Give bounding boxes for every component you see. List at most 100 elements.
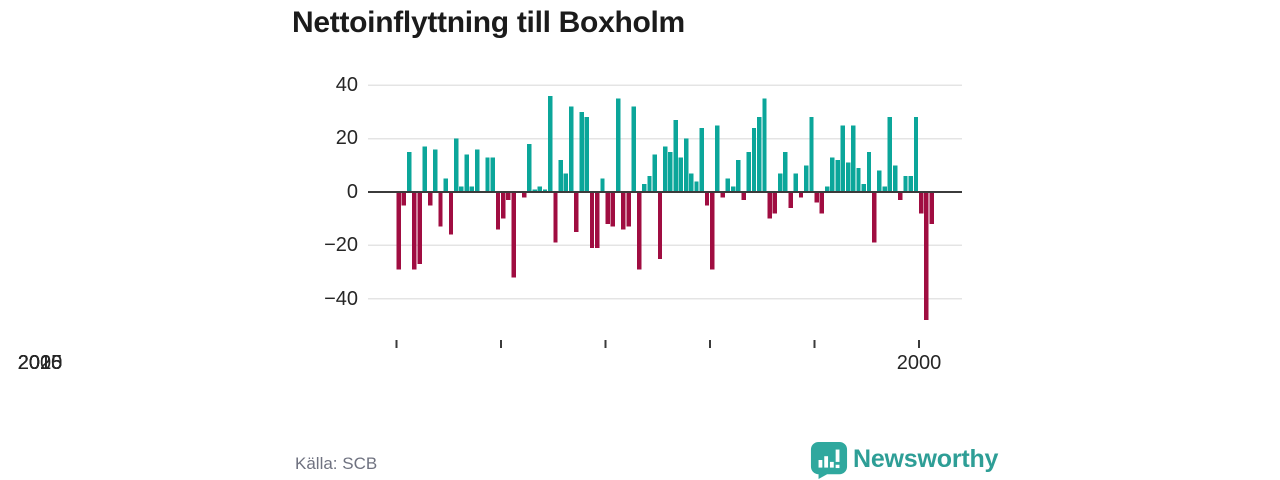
bar-2022Q3 bbox=[866, 151, 872, 192]
y-tick-label: −40 bbox=[324, 288, 358, 310]
bar-2022Q4 bbox=[871, 192, 877, 243]
bar-2025Q3 bbox=[929, 192, 934, 225]
bar-2009Q2 bbox=[589, 192, 595, 249]
bar-2006Q2 bbox=[527, 143, 532, 192]
bar-2014Q4 bbox=[704, 192, 710, 206]
bar-2024Q1 bbox=[898, 192, 903, 201]
bar-2000Q1 bbox=[396, 192, 401, 270]
bar-2008Q3 bbox=[574, 192, 579, 233]
bar-2020Q3 bbox=[824, 186, 830, 192]
newsworthy-bubble-chart-icon bbox=[810, 441, 848, 479]
bar-2010Q3 bbox=[615, 98, 621, 192]
bar-2013Q2 bbox=[673, 119, 678, 192]
bar-2002Q1 bbox=[438, 192, 443, 227]
bar-2010Q4 bbox=[621, 192, 626, 230]
bar-2000Q2 bbox=[401, 192, 407, 206]
bar-2025Q2 bbox=[924, 192, 929, 321]
x-tick-label: 2010 bbox=[17, 352, 63, 374]
bar-2016Q2 bbox=[736, 159, 741, 192]
bar-2005Q1 bbox=[501, 192, 506, 219]
bar-2003Q4 bbox=[474, 149, 480, 192]
bar-2015Q4 bbox=[725, 178, 731, 192]
bar-2019Q4 bbox=[809, 117, 814, 192]
bar-2003Q1 bbox=[459, 186, 464, 192]
bar-2020Q2 bbox=[819, 192, 825, 214]
bar-2007Q1 bbox=[542, 189, 548, 192]
bar-2003Q2 bbox=[464, 154, 469, 192]
bar-2005Q2 bbox=[506, 192, 511, 201]
bar-2011Q2 bbox=[631, 106, 637, 192]
bar-2000Q4 bbox=[412, 192, 417, 270]
bar-2009Q3 bbox=[595, 192, 600, 249]
bar-2008Q4 bbox=[579, 111, 584, 192]
bar-2008Q1 bbox=[563, 173, 569, 192]
y-tick-label: 40 bbox=[335, 74, 358, 96]
bar-2014Q2 bbox=[694, 181, 699, 192]
bar-2007Q4 bbox=[558, 159, 563, 192]
bar-2012Q4 bbox=[662, 146, 668, 192]
bar-2006Q3 bbox=[532, 189, 537, 192]
bar-2009Q1 bbox=[584, 117, 589, 192]
bar-2003Q3 bbox=[469, 186, 475, 192]
brand-wordmark: Newsworthy bbox=[853, 445, 999, 473]
bar-2017Q2 bbox=[757, 117, 762, 192]
bar-2017Q4 bbox=[767, 192, 772, 219]
y-tick-label: 0 bbox=[346, 181, 358, 203]
bar-2021Q2 bbox=[840, 125, 846, 192]
bar-2021Q4 bbox=[851, 125, 856, 192]
bar-2020Q1 bbox=[814, 192, 819, 203]
bar-2011Q1 bbox=[626, 192, 631, 227]
bar-2023Q1 bbox=[877, 170, 882, 192]
bar-2013Q4 bbox=[683, 138, 689, 192]
bar-2019Q1 bbox=[793, 173, 798, 192]
bar-2021Q1 bbox=[835, 159, 840, 192]
bar-2018Q3 bbox=[783, 151, 788, 192]
y-tick-label: −20 bbox=[324, 234, 358, 256]
bar-2020Q4 bbox=[830, 157, 835, 192]
bar-2011Q4 bbox=[642, 183, 647, 192]
chart-title: Nettoinflyttning till Boxholm bbox=[292, 6, 685, 39]
bar-2023Q2 bbox=[882, 186, 887, 192]
bar-2023Q4 bbox=[892, 165, 898, 192]
bar-2005Q3 bbox=[511, 192, 516, 278]
x-tick-label: 2025 bbox=[17, 352, 63, 374]
bar-2010Q1 bbox=[605, 192, 610, 225]
bar-2007Q3 bbox=[553, 192, 558, 243]
bar-2018Q2 bbox=[777, 173, 783, 192]
bar-2016Q1 bbox=[730, 186, 736, 192]
bar-2013Q1 bbox=[668, 151, 673, 192]
bar-2001Q2 bbox=[422, 146, 428, 192]
bar-2001Q3 bbox=[427, 192, 433, 206]
bar-2012Q3 bbox=[657, 192, 663, 259]
bar-2009Q4 bbox=[600, 178, 605, 192]
source-label: Källa: SCB bbox=[295, 454, 378, 473]
bar-2007Q2 bbox=[548, 95, 553, 192]
bar-2001Q1 bbox=[417, 192, 422, 265]
bar-2022Q1 bbox=[856, 167, 861, 192]
bar-2004Q3 bbox=[490, 157, 495, 192]
bar-2002Q3 bbox=[448, 192, 454, 235]
bar-2019Q3 bbox=[804, 165, 809, 192]
bar-2012Q2 bbox=[652, 154, 657, 192]
y-tick-label: 20 bbox=[335, 127, 358, 149]
bar-2008Q2 bbox=[568, 106, 574, 192]
bar-2014Q1 bbox=[689, 173, 694, 192]
bar-2002Q2 bbox=[443, 178, 448, 192]
x-tick-label: 2000 bbox=[896, 352, 942, 374]
bar-2025Q1 bbox=[919, 192, 924, 214]
x-tick-label: 2005 bbox=[17, 352, 63, 374]
bar-2015Q2 bbox=[715, 125, 720, 192]
bar-2004Q4 bbox=[495, 192, 501, 230]
bar-2019Q2 bbox=[798, 192, 804, 198]
bar-2013Q3 bbox=[678, 157, 684, 192]
bar-2015Q1 bbox=[710, 192, 715, 270]
bar-2018Q4 bbox=[788, 192, 793, 209]
bar-2023Q3 bbox=[887, 117, 893, 192]
bar-2012Q1 bbox=[647, 175, 652, 192]
bar-2010Q2 bbox=[610, 192, 616, 227]
bar-2017Q1 bbox=[751, 127, 757, 192]
bar-2017Q3 bbox=[762, 98, 767, 192]
bar-2001Q4 bbox=[433, 149, 438, 192]
